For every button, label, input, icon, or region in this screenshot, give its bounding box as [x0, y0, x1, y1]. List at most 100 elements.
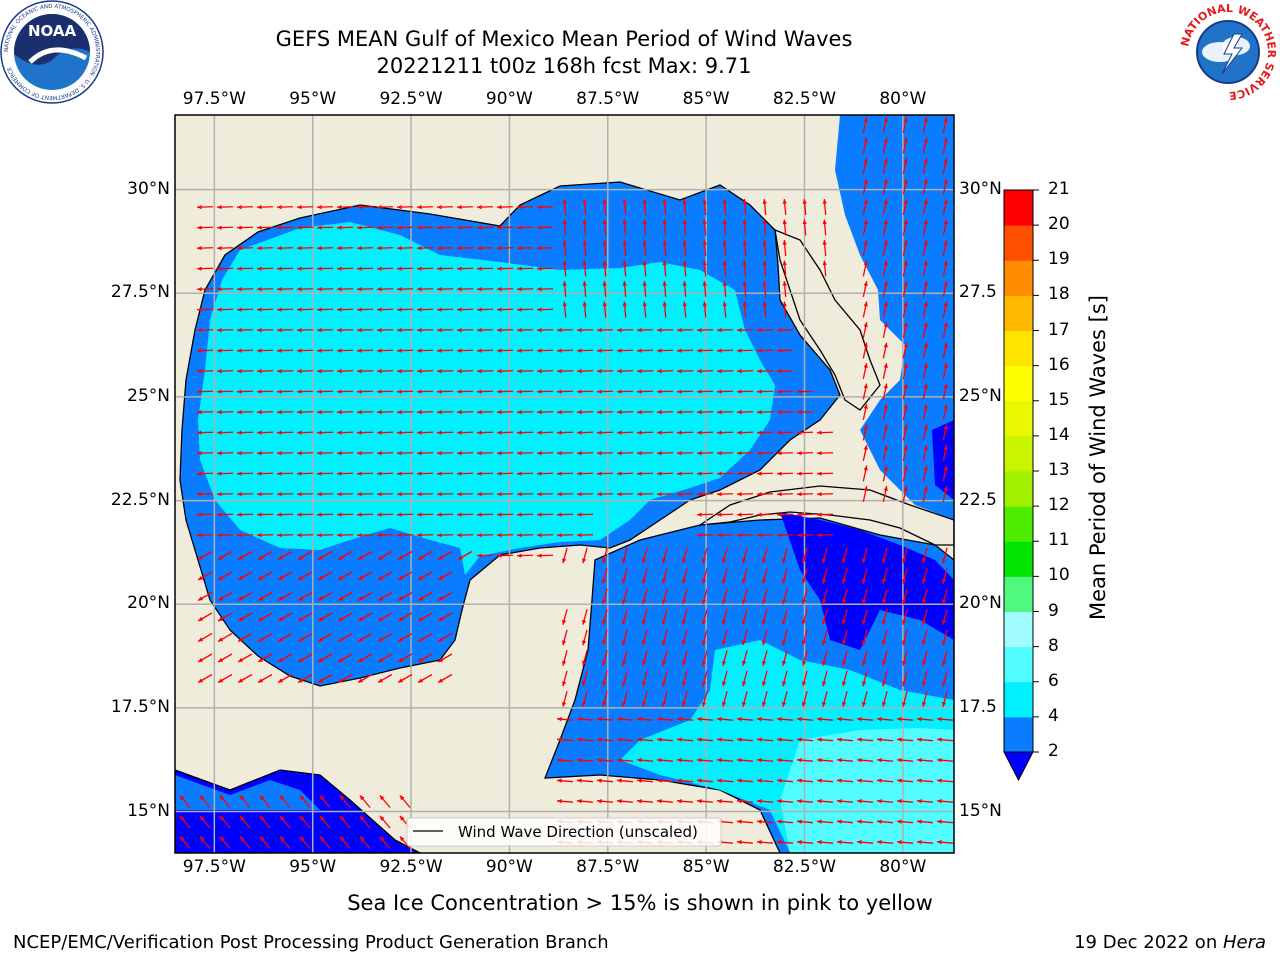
- wind-wave-arrow: [696, 368, 714, 374]
- wind-wave-arrow: [376, 471, 394, 476]
- wind-wave-arrow: [416, 389, 434, 394]
- wind-wave-arrow: [437, 612, 453, 622]
- wind-wave-arrow: [616, 778, 634, 783]
- wind-wave-arrow: [616, 389, 634, 394]
- wind-wave-arrow: [416, 327, 434, 333]
- wind-wave-arrow: [316, 450, 334, 456]
- wind-wave-arrow: [316, 225, 334, 230]
- wind-wave-arrow: [317, 591, 333, 602]
- wind-wave-arrow: [296, 471, 314, 476]
- wind-wave-arrow: [416, 245, 434, 251]
- wind-wave-arrow: [801, 629, 808, 646]
- wind-wave-arrow: [682, 219, 687, 236]
- wind-wave-arrow: [742, 219, 747, 236]
- wind-wave-arrow: [576, 491, 594, 497]
- wind-wave-arrow: [496, 348, 514, 353]
- wind-wave-arrow: [319, 835, 331, 850]
- wind-wave-arrow: [822, 198, 827, 216]
- wind-wave-arrow: [336, 286, 354, 292]
- wind-wave-arrow: [296, 368, 314, 374]
- wind-wave-arrow: [661, 568, 668, 584]
- wind-wave-arrow: [536, 430, 554, 435]
- wind-wave-arrow: [576, 532, 594, 538]
- wind-wave-arrow: [921, 609, 928, 625]
- wind-wave-arrow: [356, 368, 374, 374]
- wind-wave-arrow: [259, 815, 271, 829]
- wind-wave-arrow: [536, 348, 554, 353]
- wind-wave-arrow: [882, 178, 888, 195]
- wind-wave-arrow: [277, 673, 293, 684]
- wind-wave-arrow: [641, 547, 648, 564]
- wind-wave-arrow: [476, 532, 494, 538]
- wind-wave-arrow: [336, 409, 354, 415]
- wind-wave-arrow: [801, 568, 808, 584]
- wind-wave-arrow: [516, 450, 534, 456]
- wind-wave-arrow: [276, 512, 294, 517]
- wind-wave-arrow: [416, 430, 434, 435]
- colorbar-tick-label: 15: [1048, 389, 1070, 410]
- nws-logo-icon: NATIONAL WEATHER SERVICE: [1178, 2, 1278, 102]
- wind-wave-arrow: [756, 717, 774, 722]
- wind-wave-arrow: [642, 239, 647, 257]
- wind-wave-arrow: [296, 512, 314, 517]
- wind-wave-arrow: [277, 550, 293, 561]
- wind-wave-arrow: [576, 778, 594, 783]
- wind-wave-arrow: [417, 550, 433, 561]
- wind-wave-arrow: [942, 219, 948, 236]
- wind-wave-arrow: [781, 568, 788, 584]
- wind-wave-arrow: [841, 650, 848, 666]
- wind-wave-arrow: [197, 632, 213, 643]
- map-frame: [174, 114, 955, 854]
- wind-wave-arrow: [902, 117, 908, 133]
- lat-tick-label: 22.5°N: [110, 489, 170, 510]
- wind-wave-arrow: [396, 512, 414, 517]
- wind-wave-arrow: [816, 512, 834, 517]
- wind-wave-arrow: [862, 178, 868, 195]
- wind-wave-arrow: [782, 301, 787, 318]
- wind-wave-arrow: [676, 409, 694, 415]
- wind-wave-arrow: [922, 158, 928, 174]
- wind-wave-arrow: [676, 348, 694, 353]
- wind-wave-arrow: [821, 547, 828, 564]
- wind-wave-arrow: [556, 430, 574, 435]
- colorbar-extend-arrow: [1003, 751, 1034, 782]
- wind-wave-arrow: [656, 368, 674, 374]
- wind-wave-arrow: [516, 389, 534, 394]
- wind-wave-arrow: [336, 512, 354, 517]
- wind-wave-arrow: [722, 198, 727, 216]
- wind-wave-arrow: [796, 532, 814, 538]
- wind-wave-arrow: [656, 758, 674, 763]
- wind-wave-arrow: [696, 409, 714, 415]
- wind-wave-arrow: [922, 363, 928, 379]
- wind-wave-arrow: [862, 117, 868, 133]
- wind-wave-arrow: [376, 266, 394, 271]
- wind-wave-arrow: [336, 348, 354, 353]
- wind-wave-arrow: [376, 204, 394, 210]
- wind-wave-arrow: [876, 778, 894, 783]
- wind-wave-arrow: [896, 737, 914, 742]
- wind-wave-arrow: [722, 301, 727, 318]
- wind-wave-arrow: [936, 778, 954, 783]
- wind-wave-arrow: [862, 383, 868, 400]
- wind-wave-arrow: [376, 348, 394, 353]
- wind-wave-arrow: [662, 239, 667, 257]
- wind-wave-arrow: [756, 450, 774, 456]
- wind-wave-arrow: [216, 245, 234, 251]
- wind-wave-arrow: [862, 158, 868, 174]
- wind-wave-arrow: [756, 327, 774, 333]
- wind-wave-arrow: [921, 670, 928, 687]
- wind-wave-arrow: [316, 286, 334, 292]
- wind-wave-arrow: [942, 465, 948, 482]
- wind-wave-arrow: [702, 198, 707, 216]
- wind-wave-arrow: [782, 260, 787, 277]
- wind-wave-arrow: [316, 430, 334, 435]
- wind-wave-arrow: [676, 717, 694, 722]
- wind-wave-arrow: [696, 532, 714, 538]
- wind-wave-arrow: [616, 758, 634, 763]
- wind-wave-arrow: [736, 737, 754, 742]
- wind-wave-arrow: [601, 609, 608, 625]
- wind-wave-arrow: [581, 629, 588, 646]
- wind-wave-arrow: [516, 471, 534, 476]
- wind-wave-arrow: [556, 512, 574, 517]
- wind-wave-arrow: [801, 650, 808, 666]
